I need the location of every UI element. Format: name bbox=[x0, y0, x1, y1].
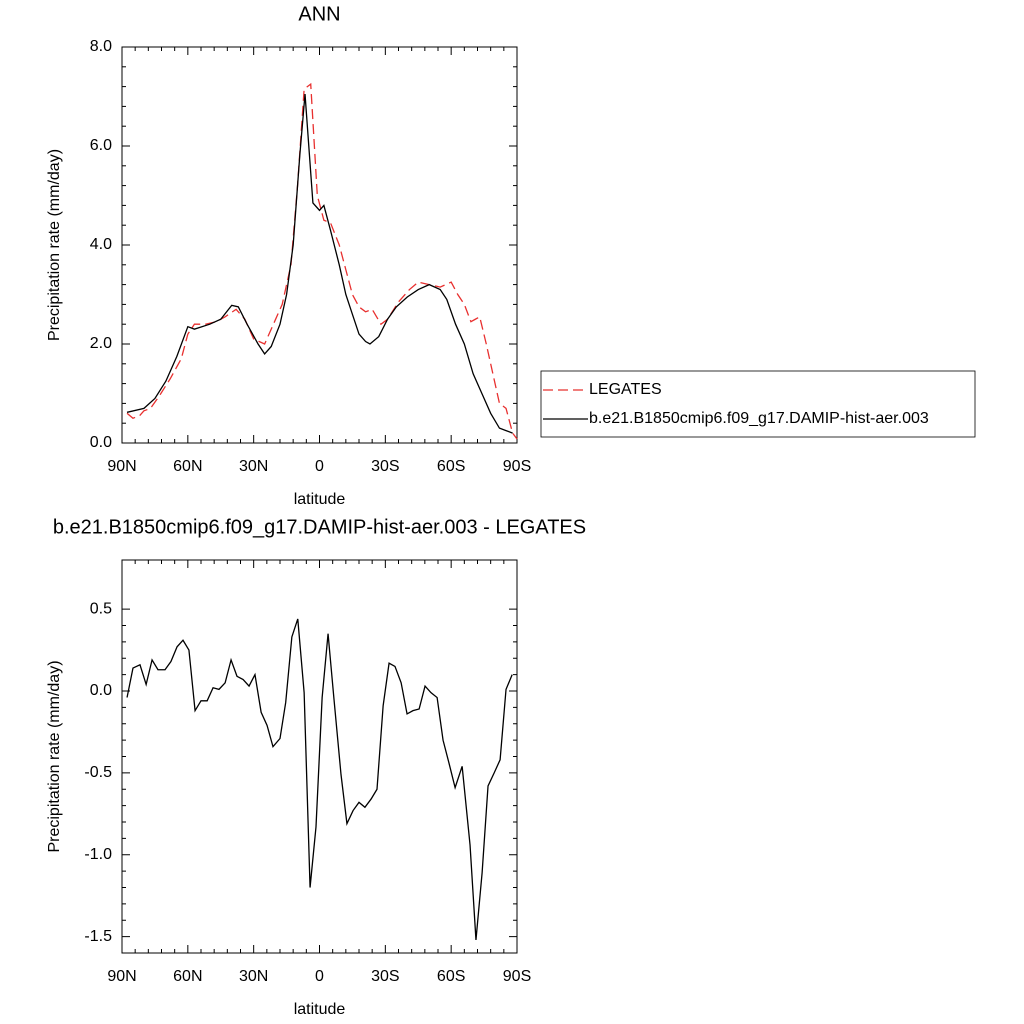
x-tick-label: 30N bbox=[239, 968, 268, 985]
legend: LEGATES b.e21.B1850cmip6.f09_g17.DAMIP-hi… bbox=[540, 370, 976, 438]
y-tick-label: 2.0 bbox=[90, 335, 112, 352]
y-tick-label: 0.5 bbox=[90, 600, 112, 617]
x-tick-label: 90S bbox=[503, 968, 531, 985]
data-line bbox=[126, 82, 518, 440]
data-line bbox=[126, 93, 513, 434]
data-line bbox=[126, 618, 513, 940]
x-tick-label: 30N bbox=[239, 458, 268, 475]
x-tick-label: 90S bbox=[503, 458, 531, 475]
x-tick-label: 90N bbox=[107, 458, 136, 475]
x-tick-label: 0 bbox=[315, 968, 324, 985]
plot-frame bbox=[121, 46, 518, 444]
y-tick-label: -1.0 bbox=[84, 846, 112, 863]
x-tick-label: 30S bbox=[371, 458, 399, 475]
y-tick-label: 8.0 bbox=[90, 38, 112, 55]
legend-box bbox=[540, 370, 976, 438]
chart-title: b.e21.B1850cmip6.f09_g17.DAMIP-hist-aer.… bbox=[53, 516, 586, 538]
x-tick-label: 90N bbox=[107, 968, 136, 985]
y-tick-label: 4.0 bbox=[90, 236, 112, 253]
x-tick-label: 60N bbox=[173, 458, 202, 475]
y-tick-label: 0.0 bbox=[90, 682, 112, 699]
x-tick-label: 30S bbox=[371, 968, 399, 985]
y-axis-label: Precipitation rate (mm/day) bbox=[46, 149, 63, 341]
y-tick-label: 6.0 bbox=[90, 137, 112, 154]
chart-title: ANN bbox=[298, 3, 340, 25]
x-axis-label: latitude bbox=[294, 1001, 346, 1018]
legend-label: b.e21.B1850cmip6.f09_g17.DAMIP-hist-aer.… bbox=[589, 410, 929, 427]
x-tick-label: 60S bbox=[437, 458, 465, 475]
y-tick-label: -1.5 bbox=[84, 928, 112, 945]
y-tick-label: -0.5 bbox=[84, 764, 112, 781]
legend-label: LEGATES bbox=[589, 381, 662, 398]
y-axis-label: Precipitation rate (mm/day) bbox=[46, 660, 63, 852]
x-tick-label: 0 bbox=[315, 458, 324, 475]
y-tick-label: 0.0 bbox=[90, 434, 112, 451]
x-axis-label: latitude bbox=[294, 491, 346, 508]
x-tick-label: 60N bbox=[173, 968, 202, 985]
x-tick-label: 60S bbox=[437, 968, 465, 985]
